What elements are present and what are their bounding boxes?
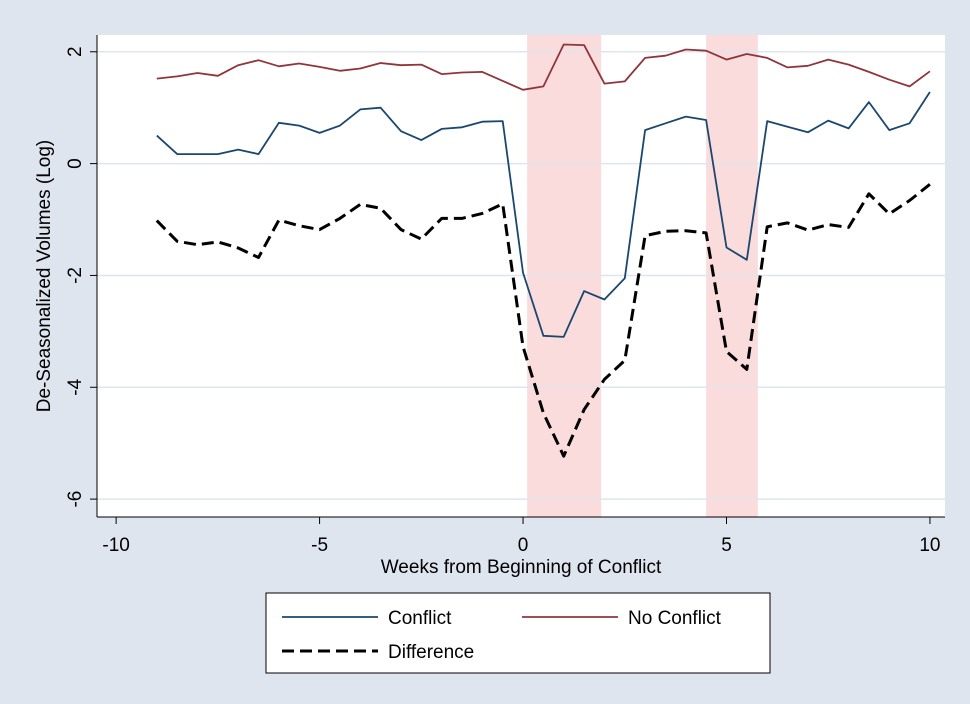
y-tick-label: -4: [65, 378, 86, 395]
line-series: [156, 91, 931, 338]
y-tick-label: 2: [65, 46, 86, 57]
legend-label: Difference: [388, 642, 474, 663]
y-tick-label: -6: [65, 491, 86, 508]
y-axis-title: De-Seasonalized Volumes (Log): [34, 140, 55, 413]
line-series: [155, 183, 931, 458]
y-tick-label: -2: [65, 267, 86, 284]
legend-label: No Conflict: [628, 608, 722, 629]
x-tick-label: 0: [518, 535, 529, 556]
x-axis-title: Weeks from Beginning of Conflict: [381, 557, 662, 578]
legend-label: Conflict: [388, 608, 452, 629]
x-tick-label: -10: [102, 535, 129, 556]
y-tick-label: 0: [65, 158, 86, 169]
x-tick-label: 5: [721, 535, 732, 556]
x-tick-label: -5: [311, 535, 328, 556]
legend: [265, 592, 771, 674]
line-series: [156, 43, 931, 91]
x-tick-label: 10: [919, 535, 940, 556]
